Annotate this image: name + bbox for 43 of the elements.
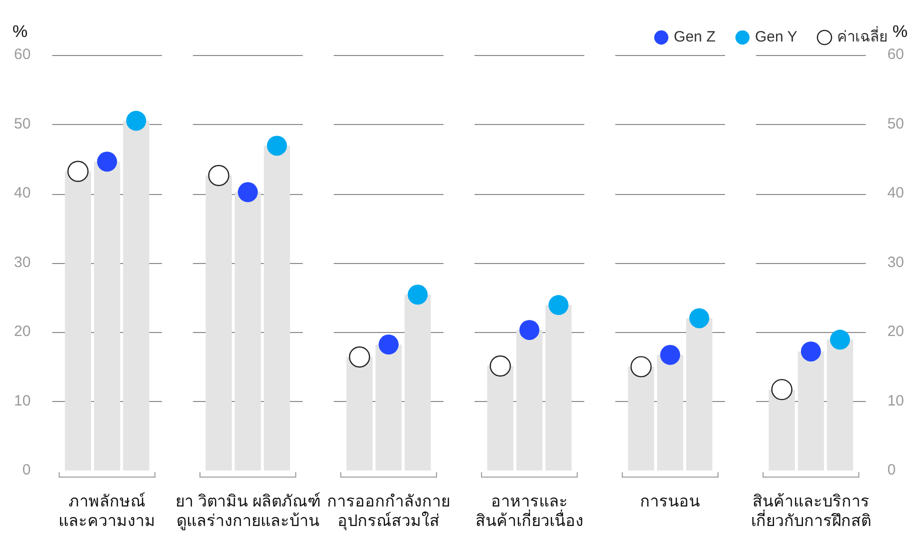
bar <box>404 294 431 471</box>
y2-tick-label: 10 <box>887 392 904 410</box>
y2-tick-label: 50 <box>887 115 904 132</box>
y2-tick-label: 60 <box>887 46 904 64</box>
y2-tick-label: 40 <box>887 184 904 202</box>
y-axis-title: % <box>12 22 28 42</box>
x-tick-label: อาหารและ สินค้าเกี่ยวเนื่อง <box>475 494 584 530</box>
bar <box>545 305 572 471</box>
bar <box>826 340 854 471</box>
legend-label: Gen Y <box>754 28 798 46</box>
x-tick-label: ภาพลักษณ์ และความงาม <box>58 492 156 530</box>
bar <box>628 366 654 471</box>
y-tick-label: 60 <box>14 46 31 64</box>
bar <box>64 171 92 471</box>
y2-tick-label: 0 <box>887 462 896 479</box>
y-tick-label: 20 <box>14 323 31 340</box>
bar <box>94 162 120 471</box>
y-tick-label: 10 <box>14 392 31 410</box>
bar <box>234 192 261 471</box>
y-tick-label: 30 <box>14 254 31 271</box>
bar <box>768 390 795 471</box>
bar <box>376 344 402 471</box>
y-tick-label: 0 <box>22 462 31 479</box>
bar <box>798 351 824 471</box>
bar <box>487 366 514 471</box>
bar <box>516 330 542 471</box>
bar <box>123 120 150 471</box>
x-tick-label: ยา วิตามิน ผลิตภัณฑ์ ดูแลร่างกายและบ้าน <box>175 492 320 531</box>
x-tick-label: การนอน <box>640 494 700 511</box>
y-tick-label: 40 <box>14 184 31 202</box>
x-tick-label: สินค้าและบริการ เกี่ยวกับการฝึกสติ <box>750 492 871 530</box>
bar <box>264 146 290 471</box>
legend-label: Gen Z <box>674 28 716 46</box>
y-tick-label: 50 <box>14 115 31 132</box>
y2-tick-label: 30 <box>887 254 904 271</box>
bar <box>657 354 684 471</box>
bar <box>206 176 232 471</box>
bar <box>686 318 712 471</box>
x-tick-label: การออกกำลังกาย อุปกรณ์สวมใส่ <box>327 494 450 531</box>
legend-label: ค่าเฉลี่ย <box>837 26 888 46</box>
bar <box>346 357 373 471</box>
y2-tick-label: 20 <box>887 323 904 340</box>
y2-axis-title: % <box>892 22 908 42</box>
